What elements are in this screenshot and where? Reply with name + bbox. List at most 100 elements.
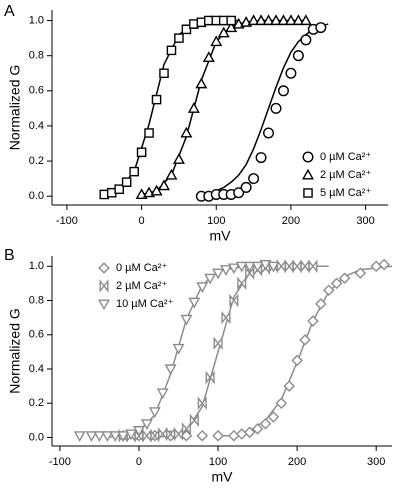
x-axis-label: mV <box>212 469 234 485</box>
legend-label: 2 µM Ca²⁺ <box>320 169 371 181</box>
data-point <box>284 259 294 274</box>
y-tick-label: 1.0 <box>29 14 44 26</box>
data-point <box>114 184 124 194</box>
x-tick-label: 200 <box>282 215 300 227</box>
data-point <box>174 33 184 43</box>
data-point <box>136 147 147 158</box>
data-point <box>188 297 201 309</box>
data-point <box>181 24 192 35</box>
data-point <box>117 431 130 442</box>
x-tick-label: -100 <box>56 215 78 227</box>
y-tick-label: 0.0 <box>29 431 44 443</box>
x-tick-label: 300 <box>356 215 374 227</box>
data-point <box>180 126 193 138</box>
legend-marker <box>303 188 313 198</box>
x-axis-label: mV <box>210 228 232 244</box>
x-tick-label: 300 <box>367 456 385 468</box>
data-point <box>156 388 169 400</box>
data-point <box>270 14 282 26</box>
y-tick-label: 0.4 <box>29 363 44 375</box>
data-point <box>233 187 245 199</box>
panel-label: B <box>4 247 15 264</box>
data-point <box>283 380 295 392</box>
y-axis-label: Normalized G <box>7 65 23 151</box>
data-point <box>291 354 303 367</box>
data-point <box>259 260 272 271</box>
data-point <box>267 411 280 423</box>
data-point <box>172 343 185 355</box>
x-tick-label: -100 <box>49 456 71 468</box>
data-point <box>226 15 236 26</box>
data-point <box>267 261 280 273</box>
data-point <box>121 177 132 187</box>
data-point <box>219 265 232 276</box>
legend-label: 2 µM Ca²⁺ <box>116 280 167 292</box>
data-point <box>93 431 106 442</box>
data-point <box>235 428 248 440</box>
data-point <box>240 181 252 193</box>
data-point <box>247 14 260 26</box>
data-point <box>196 429 209 442</box>
data-point <box>172 153 185 164</box>
x-tick-label: 200 <box>288 456 306 468</box>
y-tick-label: 0.4 <box>29 120 44 132</box>
data-point <box>196 17 207 28</box>
y-tick-label: 0.6 <box>29 85 44 97</box>
data-point <box>263 127 275 139</box>
data-point <box>277 14 290 26</box>
data-point <box>196 282 209 294</box>
data-point <box>330 277 343 290</box>
data-point <box>205 370 215 385</box>
x-tick-label: 100 <box>209 456 227 468</box>
data-point <box>285 67 297 79</box>
data-point <box>99 189 110 200</box>
legend-marker <box>302 151 314 163</box>
data-point <box>212 429 224 442</box>
data-point <box>180 314 193 326</box>
data-point <box>270 102 282 114</box>
y-tick-label: 0.2 <box>29 397 44 409</box>
fit-curve <box>107 265 282 439</box>
legend-label: 5 µM Ca²⁺ <box>320 187 371 199</box>
data-point <box>166 45 177 56</box>
data-point <box>150 184 163 196</box>
legend-label: 0 µM Ca²⁺ <box>116 262 167 274</box>
legend-marker <box>302 168 314 180</box>
data-point <box>151 94 162 105</box>
data-point <box>217 26 230 38</box>
data-point <box>277 85 289 97</box>
data-point <box>308 259 318 274</box>
data-point <box>164 364 177 376</box>
data-point <box>315 298 327 310</box>
y-tick-label: 0.8 <box>29 50 44 62</box>
x-tick-label: 100 <box>207 215 225 227</box>
data-point <box>292 259 302 274</box>
data-point <box>221 310 231 325</box>
y-tick-label: 0.0 <box>29 190 44 202</box>
data-point <box>338 272 351 285</box>
fit-curve <box>218 265 393 437</box>
data-point <box>299 14 312 26</box>
data-point <box>275 397 288 409</box>
data-point <box>158 179 170 191</box>
data-point <box>227 263 240 275</box>
data-point <box>300 34 312 46</box>
data-point <box>106 187 117 198</box>
data-point <box>243 261 256 273</box>
data-point <box>132 426 145 437</box>
data-point <box>299 334 311 346</box>
data-point <box>159 68 169 79</box>
data-point <box>292 14 305 26</box>
data-point <box>228 429 240 442</box>
data-point <box>189 19 199 29</box>
data-point <box>292 50 304 62</box>
data-point <box>235 261 248 273</box>
data-point <box>85 431 98 442</box>
legend-label: 10 µM Ca²⁺ <box>116 298 174 310</box>
legend-label: 0 µM Ca²⁺ <box>320 151 371 163</box>
y-tick-label: 0.6 <box>29 329 44 341</box>
data-point <box>213 336 223 351</box>
data-point <box>148 407 161 419</box>
data-point <box>300 259 310 274</box>
